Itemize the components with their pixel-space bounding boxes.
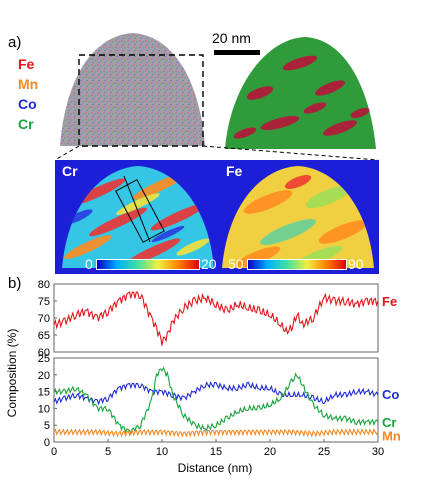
upper-y-tick-label: 80 <box>38 280 50 291</box>
x-tick-label: 30 <box>372 446 384 458</box>
legend-co: Co <box>18 96 37 112</box>
lower-y-tick-label: 0 <box>44 437 50 449</box>
lower-y-tick-label: 10 <box>38 403 50 415</box>
fe-colorbar-max: 90 <box>348 256 364 272</box>
x-tick-label: 25 <box>318 446 330 458</box>
x-tick-label: 20 <box>264 446 276 458</box>
series-line-co <box>53 381 379 406</box>
upper-y-tick-label: 60 <box>38 347 50 359</box>
lower-y-tick-label: 15 <box>38 387 50 399</box>
series-line-fe <box>53 291 379 346</box>
fe-map-label: Fe <box>226 163 243 179</box>
scale-bar-label: 20 nm <box>212 30 251 46</box>
cr-colorbar-max: 20 <box>201 256 217 272</box>
lower-y-tick-label: 20 <box>38 370 50 382</box>
series-label-co: Co <box>382 387 399 402</box>
fe-colorbar <box>247 259 347 270</box>
legend-mn: Mn <box>18 76 39 92</box>
series-label-mn: Mn <box>382 428 401 443</box>
upper-y-tick-label: 75 <box>38 296 50 308</box>
zoom-guide-lines <box>54 145 379 161</box>
fe-map <box>222 166 374 268</box>
cr-map-label: Cr <box>62 163 78 179</box>
upper-y-tick-label: 65 <box>38 330 50 342</box>
y-axis-label: Composition (%) <box>5 329 19 418</box>
legend-cr: Cr <box>18 116 34 132</box>
cr-colorbar <box>96 259 200 270</box>
composition-profile-chart: 0 5 10 15 20 25 30 60 65 70 75 80 0 5 10 15 20 25 Fe Co CrM… <box>5 280 401 475</box>
series-line-cr <box>53 366 379 436</box>
x-tick-label: 15 <box>210 446 222 458</box>
isosurface-reconstruction <box>225 37 376 149</box>
element-legend: Fe Mn Co Cr <box>18 54 38 134</box>
fe-colorbar-min: 50 <box>228 256 244 272</box>
series-label-cr: Cr <box>382 415 396 430</box>
legend-fe: Fe <box>18 56 35 72</box>
cr-colorbar-min: 0 <box>85 256 93 272</box>
series-label-fe: Fe <box>382 294 397 309</box>
scale-bar <box>214 50 260 55</box>
panel-a-label: a) <box>8 34 22 51</box>
lower-y-tick-label: 25 <box>38 353 50 365</box>
cr-map <box>62 166 214 268</box>
lower-y-tick-label: 5 <box>44 420 50 432</box>
atom-map-reconstruction <box>60 33 205 147</box>
x-tick-label: 0 <box>51 446 57 458</box>
x-axis-label: Distance (nm) <box>178 461 253 475</box>
panel-b-label: b) <box>8 275 22 292</box>
x-tick-label: 10 <box>156 446 168 458</box>
upper-y-tick-label: 70 <box>38 313 50 325</box>
series-line-mn <box>53 428 379 438</box>
x-tick-label: 5 <box>105 446 111 458</box>
